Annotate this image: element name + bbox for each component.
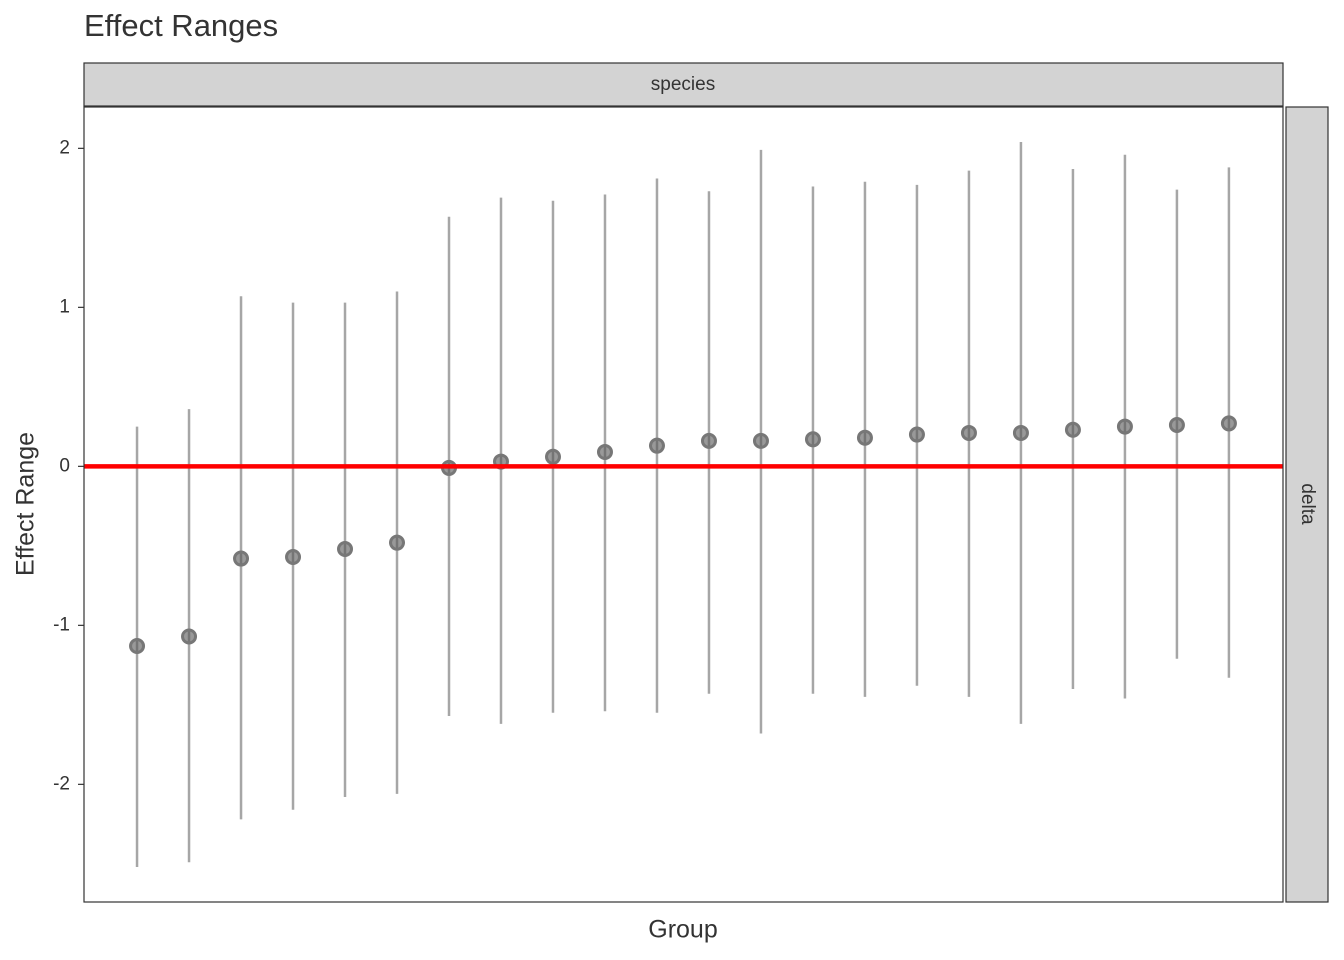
point	[544, 448, 561, 465]
point	[804, 431, 821, 448]
y-tick-label: -2	[53, 773, 70, 794]
chart-title: Effect Ranges	[84, 8, 278, 43]
point	[960, 424, 977, 441]
panel-border	[83, 106, 1284, 903]
point	[181, 628, 198, 645]
point	[389, 534, 406, 551]
facet-label: species	[651, 74, 715, 95]
facet-label: delta	[1297, 483, 1318, 525]
point	[1012, 424, 1029, 441]
y-tick-label: 2	[59, 137, 70, 158]
facet-strip	[1285, 106, 1329, 903]
facet-strip	[83, 62, 1284, 107]
point	[700, 432, 717, 449]
y-tick-label: 0	[59, 455, 70, 476]
point	[1116, 418, 1133, 435]
point	[337, 541, 354, 558]
point	[285, 548, 302, 565]
point	[752, 432, 769, 449]
point	[1220, 415, 1237, 432]
point	[856, 429, 873, 446]
point	[1064, 421, 1081, 438]
y-tick-label: 1	[59, 296, 70, 317]
point	[1168, 417, 1185, 433]
x-axis-title: Group	[648, 916, 717, 944]
point	[908, 426, 925, 443]
point	[233, 550, 250, 567]
point	[129, 638, 146, 655]
y-tick-label: -1	[53, 614, 70, 635]
point	[648, 437, 665, 454]
point	[596, 444, 613, 461]
y-axis-title: Effect Range	[12, 432, 40, 576]
